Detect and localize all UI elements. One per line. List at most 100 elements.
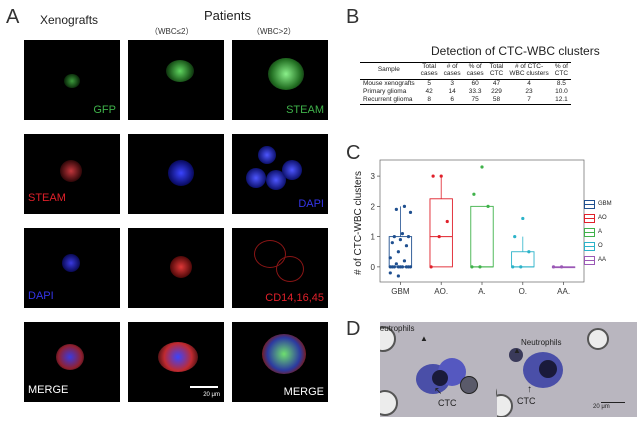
data-point: [392, 265, 396, 269]
micrograph-patient-low-2: [128, 134, 224, 214]
table-cell: Primary glioma: [363, 87, 407, 95]
arrow-icon-2: ↑: [527, 384, 532, 395]
table-row: Recurrent glioma 8 6 75 58 7 12.1: [360, 95, 572, 105]
subtitle-wbc-low: （WBC≤2）: [150, 27, 194, 36]
table-cell: 60: [471, 79, 479, 87]
table-cell: 10.0: [555, 87, 568, 95]
data-point: [396, 274, 400, 278]
table-title: Detection of CTC-WBC clusters: [431, 44, 600, 58]
y-axis-label: # of CTC-WBC clusters: [353, 171, 364, 275]
x-tick-label: A.: [478, 287, 486, 296]
x-tick-label: AA.: [557, 287, 570, 296]
data-point: [511, 265, 515, 269]
panel-label-b: B: [346, 6, 360, 28]
arrowhead-icon: ▲: [420, 334, 428, 343]
table-cell: Recurrent glioma: [360, 95, 418, 105]
table-container: Sample Total cases # of cases% of cases Total C…: [360, 62, 572, 105]
panel-label-a: A: [6, 6, 20, 28]
label-dapi: DAPI: [28, 290, 54, 302]
y-tick-label: 0: [371, 263, 376, 272]
label-merge-2: MERGE: [283, 386, 324, 398]
legend-swatch: [584, 256, 595, 265]
ctc-table: Sample Total cases # of cases% of cases Total C…: [360, 62, 572, 105]
col-title-patients: Patients: [204, 8, 251, 23]
table-cell: 75: [463, 95, 487, 105]
data-point: [402, 204, 407, 208]
micrograph-patient-high-4: MERGE: [232, 322, 328, 402]
panel-label-c: C: [346, 142, 361, 164]
neutrophils-label-1: Neutrophils: [380, 324, 415, 333]
data-point: [400, 265, 405, 269]
data-point: [478, 265, 482, 269]
table-cell: 3: [450, 79, 454, 87]
label-merge-1: MERGE: [28, 384, 69, 396]
neutrophils-label-2: Neutrophils: [521, 338, 562, 347]
table-cell: 12.1: [551, 95, 572, 105]
subtitle-wbc-high: （WBC>2）: [252, 27, 296, 36]
table-header: Total cases: [417, 62, 441, 80]
table-cell: 6: [440, 95, 464, 105]
table-header: Total CTC: [486, 62, 507, 80]
label-steam-green: STEAM: [286, 104, 324, 116]
data-point: [402, 259, 407, 263]
table-cell: Mouse xenografts: [363, 79, 415, 87]
legend-label: AO: [598, 215, 607, 221]
legend-label: GBM: [598, 201, 612, 207]
legend-label: A: [598, 229, 603, 235]
plot-frame: [379, 159, 585, 283]
data-point: [398, 238, 402, 242]
data-point: [394, 207, 398, 211]
data-point: [429, 265, 433, 269]
table-header: # of CTC- WBC clusters: [506, 62, 552, 80]
scale-label-d: 20 μm: [593, 404, 610, 410]
table-row: Mouse xenografts 5 3 60 47 4 8.5: [360, 79, 571, 88]
table-cell: 8: [417, 95, 441, 105]
table-cell: 5: [427, 79, 431, 87]
arrow-icon: ↖: [434, 386, 443, 397]
data-point: [521, 216, 525, 221]
micrograph-patient-high-3: CD14,16,45: [232, 228, 328, 308]
micrograph-patient-high-1: STEAM: [232, 40, 328, 120]
table-cell: 47: [492, 79, 501, 87]
micrograph-xeno-merge: MERGE: [24, 322, 120, 402]
data-point: [486, 204, 490, 208]
x-tick-label: GBM: [391, 287, 410, 296]
x-tick-label: O.: [519, 287, 527, 296]
panel-label-d: D: [346, 318, 361, 340]
table-cell: 42: [425, 87, 433, 95]
table-cell: 23: [525, 87, 533, 95]
table-cell: 8.5: [556, 79, 566, 87]
box: [429, 198, 453, 268]
scale-bar-d: [601, 402, 625, 403]
legend-swatch: [584, 200, 595, 209]
x-tick-label: AO.: [434, 287, 448, 296]
legend-swatch: [584, 228, 595, 237]
data-point: [400, 231, 405, 236]
ctc-label-1: CTC: [438, 398, 457, 408]
data-point: [559, 265, 564, 269]
micrograph-patient-low-3: [128, 228, 224, 308]
scale-bar: [190, 386, 218, 388]
y-tick-label: 2: [371, 202, 376, 211]
label-steam-red: STEAM: [28, 192, 66, 204]
data-point: [404, 244, 409, 248]
table-header: # of cases: [440, 62, 464, 80]
stain-image-1: Neutrophils ▲ CTC ↖: [380, 322, 520, 417]
legend-label: O: [598, 243, 603, 249]
data-point: [396, 250, 400, 254]
table-cell: 14: [448, 87, 456, 95]
table-cell: 4: [527, 79, 531, 87]
data-point: [437, 235, 441, 239]
micrograph-patient-low-4: 20 μm: [128, 322, 224, 402]
table-cell: 33.3: [468, 87, 482, 95]
legend-swatch: [584, 242, 595, 251]
data-point: [406, 235, 411, 239]
micrograph-patient-high-2: DAPI: [232, 134, 328, 214]
table-cell: 58: [486, 95, 507, 105]
arrowhead-icon-2: ▲: [513, 346, 521, 355]
ctc-label-2: CTC: [517, 396, 536, 406]
y-tick-label: 1: [371, 233, 376, 242]
data-point: [470, 265, 474, 269]
table-row: Primary glioma 42 14 33.3 229 23 10.0: [360, 88, 571, 96]
data-point: [388, 256, 392, 260]
